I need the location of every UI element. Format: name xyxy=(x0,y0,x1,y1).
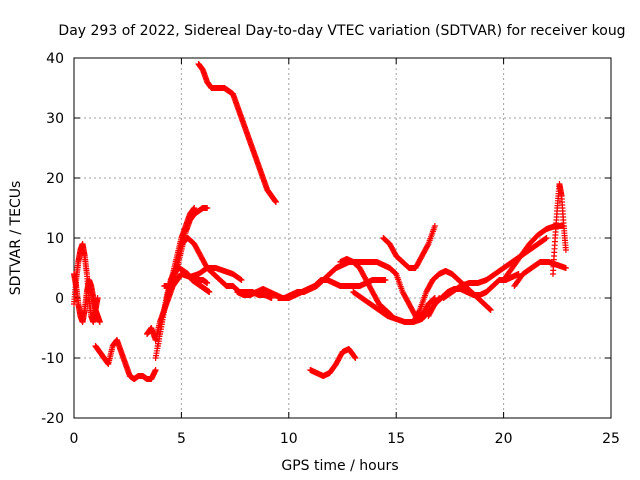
data-point xyxy=(272,199,279,205)
x-tick-label: 25 xyxy=(602,431,620,447)
data-point xyxy=(152,367,159,373)
series-arc-9 xyxy=(195,61,279,205)
data-point xyxy=(562,247,569,253)
y-tick-label: 10 xyxy=(46,231,64,247)
y-axis-label: SDTVAR / TECUs xyxy=(8,181,24,296)
y-tick-label: -20 xyxy=(41,411,64,427)
data-point xyxy=(562,265,569,271)
series-arc-13 xyxy=(307,346,359,379)
x-tick-label: 20 xyxy=(495,431,513,447)
data-point xyxy=(431,223,438,229)
tick-labels: 0 5 10 15 20 25 -20 -10 0 10 20 30 40 xyxy=(41,51,620,447)
y-tick-label: 0 xyxy=(55,291,64,307)
data-point xyxy=(96,319,103,325)
data-point xyxy=(351,354,358,361)
series-arc-10 xyxy=(178,265,245,283)
series-arc-20 xyxy=(440,235,550,301)
series-arc-23 xyxy=(550,181,569,277)
data-point xyxy=(238,277,245,283)
data-point xyxy=(204,205,211,211)
data-point xyxy=(382,277,389,283)
chart-title: Day 293 of 2022, Sidereal Day-to-day VTE… xyxy=(58,23,625,39)
y-tick-label: 30 xyxy=(46,111,64,127)
y-tick-label: 40 xyxy=(46,51,64,67)
series-arc-16 xyxy=(360,259,438,319)
data-point xyxy=(416,308,423,315)
series-arc-12 xyxy=(275,259,378,301)
x-tick-label: 10 xyxy=(280,431,298,447)
data-point xyxy=(204,280,211,286)
data-point xyxy=(352,355,359,361)
data-point xyxy=(206,289,213,295)
x-tick-label: 15 xyxy=(387,431,405,447)
series-arc-2 xyxy=(71,271,103,325)
data-points xyxy=(71,61,569,382)
series-arc-22 xyxy=(511,259,569,289)
ticks xyxy=(73,57,612,419)
data-point xyxy=(424,242,431,249)
x-axis-label: GPS time / hours xyxy=(281,458,398,474)
data-point xyxy=(191,205,198,211)
series-arc-7 xyxy=(161,205,211,289)
x-tick-label: 0 xyxy=(70,431,79,447)
series-arc-17 xyxy=(380,223,438,271)
data-point xyxy=(487,307,494,313)
y-tick-label: 20 xyxy=(46,171,64,187)
x-tick-label: 5 xyxy=(177,431,186,447)
data-point xyxy=(543,235,550,241)
series-arc-3 xyxy=(92,337,159,382)
grid xyxy=(74,58,611,418)
y-tick-label: -10 xyxy=(41,351,64,367)
data-point xyxy=(431,295,438,301)
